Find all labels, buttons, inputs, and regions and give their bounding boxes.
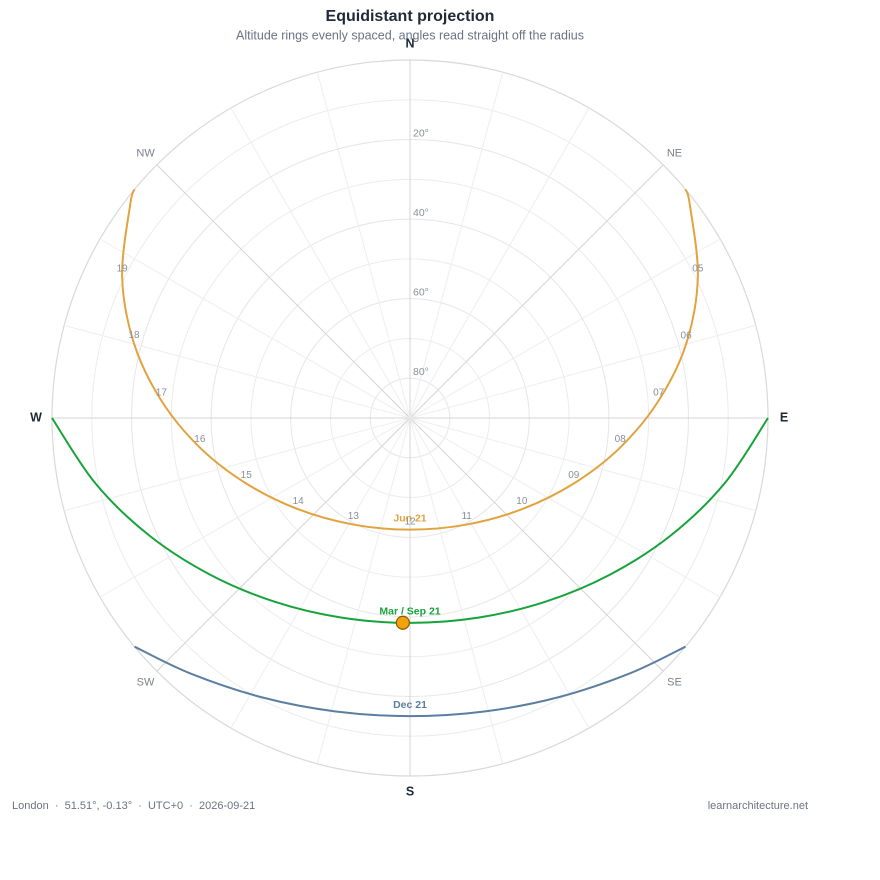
altitude-tick-label: 40° [413,207,429,219]
sun-marker [395,615,410,630]
compass-cardinal: S [406,784,414,798]
azimuth-grid-line [409,417,590,729]
sun-path [51,417,769,624]
azimuth-grid-line [316,72,411,419]
azimuth-grid-line [316,417,411,764]
azimuth-grid-line [230,107,411,419]
sun-path-label: Jun 21 [393,512,426,524]
azimuth-grid-line [409,72,504,419]
compass-cardinal: N [405,36,414,50]
hour-label: 10 [516,496,528,507]
altitude-tick-label: 80° [413,366,429,378]
hour-label: 14 [293,496,305,507]
sun-path-label: Mar / Sep 21 [379,606,440,618]
hour-label: 16 [194,434,206,445]
compass-intercardinal: SE [667,676,682,688]
azimuth-grid-line [409,417,664,672]
hour-label: 09 [568,470,580,481]
azimuth-grid-line [64,417,411,512]
chart-title: Equidistant projection [326,8,495,25]
azimuth-grid-line [409,238,721,419]
azimuth-grid-line [99,417,411,598]
sun-path-label: Dec 21 [393,699,427,711]
footer-credit: learnarchitecture.net [708,800,808,812]
azimuth-grid-line [230,417,411,729]
hour-label: 06 [681,331,693,342]
azimuth-grid-line [409,417,756,512]
hour-label: 08 [615,434,627,445]
azimuth-grid-line [156,417,411,672]
compass-intercardinal: SW [137,676,155,688]
hour-label: 17 [156,387,168,398]
compass-intercardinal: NW [136,147,155,159]
altitude-tick-label: 60° [413,286,429,298]
compass-intercardinal: NE [667,147,682,159]
hour-label: 11 [461,511,472,522]
hour-label: 19 [117,264,129,275]
altitude-tick-label: 20° [413,127,429,139]
azimuth-grid-line [156,164,411,419]
hour-label: 07 [653,387,665,398]
compass-cardinal: W [30,410,42,424]
sun-path [134,645,686,718]
compass-cardinal: E [780,410,788,424]
hour-label: 18 [128,330,140,341]
hour-label: 12 [404,516,416,527]
azimuth-grid-line [64,324,411,419]
sun-path [121,188,699,531]
footer-location: London · 51.51°, -0.13° · UTC+0 · 2026-0… [12,800,255,812]
azimuth-grid-line [409,107,590,419]
azimuth-grid-line [99,238,411,419]
hour-label: 13 [348,511,360,522]
azimuth-grid-line [409,417,504,764]
hour-label: 15 [241,470,253,481]
azimuth-grid-line [409,324,756,419]
azimuth-grid-line [409,417,721,598]
chart-subtitle: Altitude rings evenly spaced, angles rea… [236,28,584,42]
hour-label: 05 [692,264,704,275]
azimuth-grid-line [409,164,664,419]
